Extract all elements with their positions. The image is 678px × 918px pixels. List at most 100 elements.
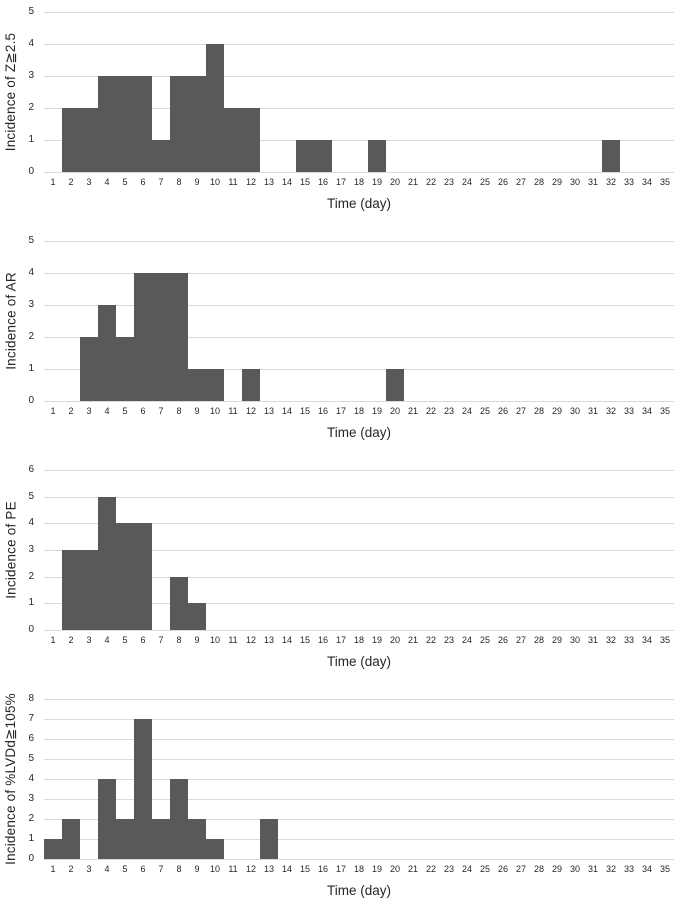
x-tick-label: 29 — [551, 406, 562, 416]
x-tick-label: 20 — [389, 635, 400, 645]
x-tick-label: 4 — [104, 864, 110, 874]
x-tick-label: 8 — [176, 177, 182, 187]
x-tick-label: 8 — [176, 406, 182, 416]
y-tick-label: 7 — [28, 713, 34, 724]
gridline — [44, 273, 674, 274]
x-tick-label: 17 — [335, 406, 346, 416]
x-tick-row: 1 2 3 4 5 6 7 8 9 10 11 12 13 14 15 16 17 18 19 20 21 22 23 24 2… — [44, 177, 674, 188]
y-tick-label: 5 — [28, 753, 34, 764]
gridline — [44, 337, 674, 338]
x-tick-label: 12 — [245, 177, 256, 187]
y-tick-label: 6 — [28, 733, 34, 744]
x-tick-label: 13 — [263, 635, 274, 645]
gridline — [44, 470, 674, 471]
gridline — [44, 108, 674, 109]
x-tick-label: 7 — [158, 864, 164, 874]
x-tick-label: 34 — [641, 864, 652, 874]
gridline — [44, 819, 674, 820]
x-tick-label: 27 — [515, 406, 526, 416]
x-tick-label: 16 — [317, 406, 328, 416]
x-tick-label: 30 — [569, 406, 580, 416]
x-tick-label: 3 — [86, 406, 92, 416]
x-tick-label: 23 — [443, 406, 454, 416]
x-tick-label: 27 — [515, 177, 526, 187]
y-tick-label: 3 — [28, 70, 34, 81]
x-tick-label: 23 — [443, 635, 454, 645]
y-tick-label: 5 — [28, 490, 34, 502]
x-tick-label: 15 — [299, 177, 310, 187]
x-tick-label: 4 — [104, 406, 110, 416]
x-tick-label: 9 — [194, 864, 200, 874]
x-tick-label: 9 — [194, 177, 200, 187]
bar-day-19 — [368, 140, 386, 172]
x-tick-label: 17 — [335, 177, 346, 187]
x-tick-label: 14 — [281, 864, 292, 874]
bar-day-4 — [98, 305, 116, 401]
gridline — [44, 305, 674, 306]
bar-day-7 — [152, 273, 170, 401]
y-tick-label: 5 — [28, 235, 34, 246]
x-tick-label: 4 — [104, 635, 110, 645]
bar-day-3 — [80, 337, 98, 401]
x-tick-label: 22 — [425, 406, 436, 416]
x-tick-label: 7 — [158, 406, 164, 416]
x-axis-title: Time (day) — [326, 425, 391, 440]
y-tick-label: 1 — [28, 363, 34, 374]
x-tick-label: 6 — [140, 406, 146, 416]
bar-day-8 — [170, 576, 188, 630]
x-tick-label: 10 — [209, 406, 220, 416]
x-tick-label: 31 — [587, 406, 598, 416]
x-tick-label: 8 — [176, 635, 182, 645]
bar-day-6 — [134, 719, 152, 859]
bar-day-8 — [170, 273, 188, 401]
bar-day-12 — [242, 369, 260, 401]
x-tick-label: 16 — [317, 635, 328, 645]
x-tick-label: 31 — [587, 635, 598, 645]
x-tick-label: 1 — [50, 864, 56, 874]
bar-day-4 — [98, 76, 116, 172]
x-tick-label: 3 — [86, 635, 92, 645]
x-tick-label: 5 — [122, 864, 128, 874]
gridline — [44, 576, 674, 578]
gridline — [44, 369, 674, 370]
x-tick-label: 22 — [425, 864, 436, 874]
y-tick-label: 4 — [28, 267, 34, 278]
x-tick-label: 29 — [551, 864, 562, 874]
x-tick-label: 32 — [605, 406, 616, 416]
x-tick-label: 24 — [461, 635, 472, 645]
x-tick-label: 18 — [353, 406, 364, 416]
bar-day-9 — [188, 603, 206, 630]
gridline — [44, 76, 674, 77]
x-tick-label: 30 — [569, 864, 580, 874]
x-tick-label: 16 — [317, 864, 328, 874]
x-tick-label: 11 — [228, 635, 238, 645]
x-tick-label: 2 — [68, 635, 74, 645]
x-tick-row: 1 2 3 4 5 6 7 8 9 10 11 12 13 14 15 16 17 18 19 20 21 22 23 24 2… — [44, 864, 674, 875]
x-tick-label: 21 — [407, 177, 418, 187]
x-tick-label: 23 — [443, 864, 454, 874]
y-tick-label: 0 — [28, 624, 34, 635]
x-tick-label: 33 — [623, 864, 634, 874]
gridline — [44, 241, 674, 242]
y-tick-label: 5 — [28, 6, 34, 17]
x-tick-label: 12 — [245, 864, 256, 874]
bar-day-6 — [134, 76, 152, 172]
gridline — [44, 799, 674, 800]
x-tick-row: 1 2 3 4 5 6 7 8 9 10 11 12 13 14 15 16 17 18 19 20 21 22 23 24 2… — [44, 406, 674, 417]
bar-day-1 — [44, 839, 62, 859]
bar-day-4 — [98, 779, 116, 859]
y-axis-title: Incidence of AR — [3, 272, 19, 370]
x-tick-label: 35 — [659, 406, 670, 416]
x-tick-label: 19 — [371, 406, 382, 416]
x-tick-row: 1 2 3 4 5 6 7 8 9 10 11 12 13 14 15 16 17 18 19 20 21 22 23 24 2… — [44, 635, 674, 646]
bar-day-8 — [170, 779, 188, 859]
x-tick-label: 32 — [605, 177, 616, 187]
y-tick-label: 3 — [28, 793, 34, 804]
gridline — [44, 759, 674, 760]
bar-day-9 — [188, 819, 206, 859]
x-tick-label: 13 — [263, 864, 274, 874]
x-tick-label: 18 — [353, 177, 364, 187]
plot-area — [44, 12, 674, 173]
x-tick-label: 3 — [86, 864, 92, 874]
x-tick-label: 26 — [497, 635, 508, 645]
